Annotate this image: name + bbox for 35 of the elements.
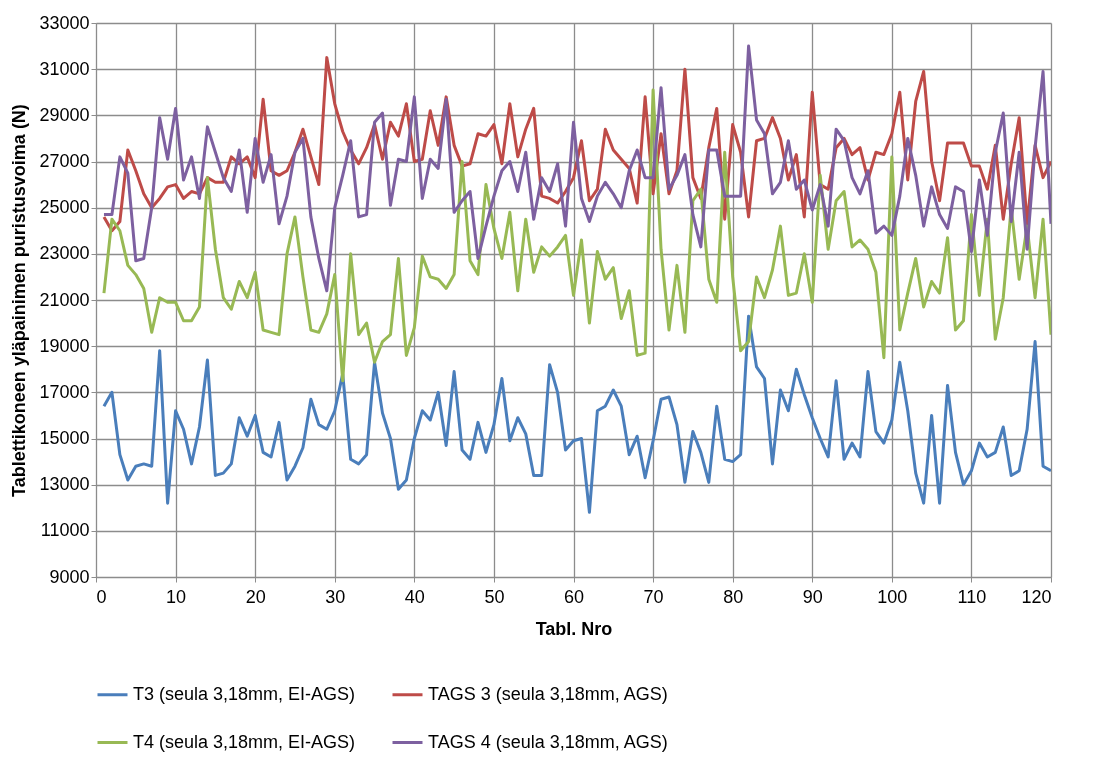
x-tick-label: 60 (563, 586, 585, 607)
x-tick-label: 120 (1021, 586, 1052, 607)
y-tick-label: 33000 (39, 12, 90, 33)
x-tick-label: 0 (96, 586, 107, 607)
y-tick-label: 29000 (39, 104, 90, 125)
y-tick-label: 17000 (39, 381, 90, 402)
y-tick-label: 23000 (39, 243, 90, 264)
y-tick-label: 27000 (39, 151, 90, 171)
x-tick-label: 90 (802, 586, 823, 607)
y-tick-label: 11000 (40, 520, 90, 541)
y-tick-label: 31000 (39, 58, 90, 79)
y-tick-label: 25000 (39, 197, 90, 218)
y-tick-label: 9000 (49, 566, 90, 587)
legend-label: TAGS 4 (seula 3,18mm, AGS) (428, 731, 668, 752)
y-axis-title: Tablettikoneen yläpainimen puristusvoima (N) (9, 104, 30, 497)
y-tick-label: 15000 (39, 428, 90, 448)
line-series (102, 88, 1051, 383)
legend-label: TAGS 3 (seula 3,18mm, AGS) (428, 683, 668, 704)
line-series (102, 44, 1051, 293)
x-tick-label: 30 (325, 586, 346, 607)
legend-label: T4 (seula 3,18mm, EI-AGS) (133, 731, 356, 752)
x-tick-label: 50 (484, 586, 505, 607)
x-tick-label: 40 (404, 586, 425, 607)
y-tick-label: 21000 (39, 289, 90, 310)
x-tick-label: 20 (245, 586, 266, 607)
x-axis-title: Tabl. Nro (535, 618, 613, 639)
x-tick-label: 80 (723, 586, 744, 607)
x-tick-label: 10 (166, 586, 187, 607)
legend-label: T3 (seula 3,18mm, EI-AGS) (133, 683, 356, 704)
x-tick-label: 110 (957, 586, 987, 607)
line-series (102, 314, 1051, 514)
y-tick-label: 13000 (39, 474, 90, 495)
x-tick-label: 100 (877, 586, 908, 607)
x-tick-label: 70 (643, 586, 664, 607)
y-tick-label: 19000 (39, 335, 90, 356)
